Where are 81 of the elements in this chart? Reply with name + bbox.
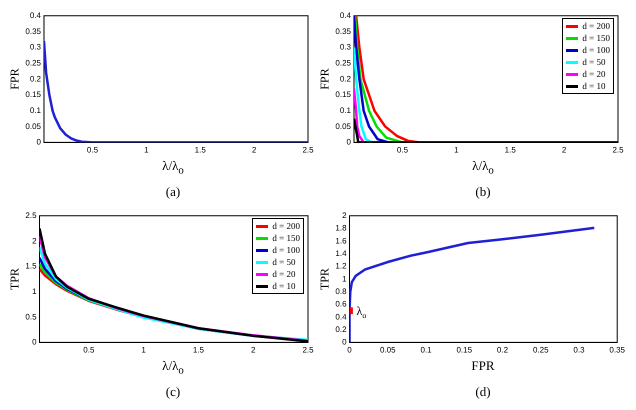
y-tick-label: 0.05: [25, 122, 42, 131]
y-tick-label: 0: [36, 138, 42, 147]
y-tick-label: 0.2: [340, 74, 352, 84]
x-tick-label: 2.5: [612, 145, 624, 154]
legend-label: d = 10: [582, 80, 606, 92]
x-tick-label: 1.5: [192, 345, 205, 354]
x-tick-label: 1: [454, 145, 460, 154]
y-axis-title: TPR: [7, 268, 22, 290]
x-tick-label: 1: [144, 145, 150, 154]
y-tick-label: 1.5: [25, 262, 38, 271]
legend-label: d = 50: [272, 256, 296, 268]
legend-label: d = 150: [272, 232, 300, 244]
x-tick-label: 0.35: [609, 345, 626, 354]
x-tick-label: 2.5: [302, 145, 314, 154]
x-tick-label: 0.15: [456, 345, 473, 354]
y-tick-label: 0.05: [335, 122, 352, 131]
x-tick-label: 0.3: [573, 345, 586, 354]
x-tick-label: 2: [562, 145, 567, 154]
text: (b): [474, 184, 492, 200]
x-tick-label: 0.05: [380, 345, 396, 354]
y-tick-label: 2.5: [25, 211, 38, 220]
y-tick-label: 0.4: [335, 312, 348, 322]
y-tick-label: 0.1: [340, 106, 352, 115]
legend-label: d = 20: [582, 68, 606, 80]
y-tick-label: 0.2: [30, 74, 42, 84]
legend-label: d = 10: [272, 280, 296, 292]
legend-label: d = 100: [582, 44, 610, 56]
y-tick-label: 0.6: [335, 300, 348, 309]
y-tick-label: 1.8: [335, 224, 348, 233]
legend-label: d = 50: [582, 56, 606, 68]
y-tick-label: 0: [32, 338, 38, 347]
x-tick-label: 0.5: [396, 145, 409, 154]
y-axis-title: FPR: [317, 68, 332, 90]
y-tick-label: 0.15: [335, 90, 352, 100]
y-tick-label: 0.35: [25, 26, 42, 36]
y-tick-label: 0.25: [25, 58, 42, 68]
legend-label: d = 200: [582, 20, 610, 32]
y-tick-label: 0.35: [335, 26, 352, 36]
x-tick-label: 0.25: [532, 345, 550, 354]
y-tick-label: 1.6: [335, 236, 348, 246]
text: (a): [164, 184, 182, 200]
x-axis-title: λ/λ$_{o}$: [161, 358, 185, 377]
x-tick-label: 0.5: [83, 345, 95, 354]
y-tick-label: 0.15: [25, 90, 42, 100]
y-tick-label: 1: [32, 286, 38, 296]
y-axis-title: FPR: [7, 68, 22, 90]
legend-label: d = 200: [272, 220, 300, 232]
x-tick-label: 0.5: [86, 145, 99, 154]
x-tick-label: 2: [250, 345, 256, 354]
y-tick-label: 0.25: [335, 58, 352, 68]
x-tick-label: 0.2: [496, 345, 509, 354]
x-tick-label: 1.5: [194, 145, 206, 154]
y-tick-label: 0: [346, 138, 352, 147]
x-axis-title: FPR: [470, 358, 496, 375]
y-tick-label: 0.4: [340, 11, 352, 20]
x-axis-title: λ/λ$_{o}$: [471, 158, 495, 177]
y-tick-label: 0.3: [340, 42, 352, 52]
y-axis-title: TPR: [317, 268, 332, 290]
text: (c): [164, 384, 182, 400]
x-tick-label: 1: [141, 345, 146, 354]
y-tick-label: 1: [342, 274, 348, 284]
y-tick-label: 0: [342, 338, 348, 347]
x-tick-label: 2: [252, 145, 257, 154]
x-tick-label: 1.5: [504, 145, 516, 154]
y-tick-label: 0.2: [335, 324, 348, 334]
y-tick-label: 0.8: [335, 286, 348, 296]
y-tick-label: 0.1: [30, 106, 42, 115]
y-tick-label: 0.3: [30, 42, 42, 52]
y-tick-label: 0.5: [25, 312, 38, 322]
legend-label: d = 150: [582, 32, 610, 44]
legend-label: d = 100: [272, 244, 300, 256]
x-axis-title: λ/λ$_{o}$: [161, 158, 185, 177]
y-tick-label: 0.4: [30, 11, 42, 20]
y-tick-label: 2: [342, 211, 348, 220]
x-tick-label: 0.1: [420, 345, 432, 354]
y-tick-label: 2: [32, 236, 38, 246]
text: (d): [474, 384, 492, 400]
x-tick-label: 2.5: [302, 345, 314, 354]
legend-label: d = 20: [272, 268, 296, 280]
y-tick-label: 1.2: [335, 262, 348, 271]
y-tick-label: 1.4: [335, 248, 348, 258]
